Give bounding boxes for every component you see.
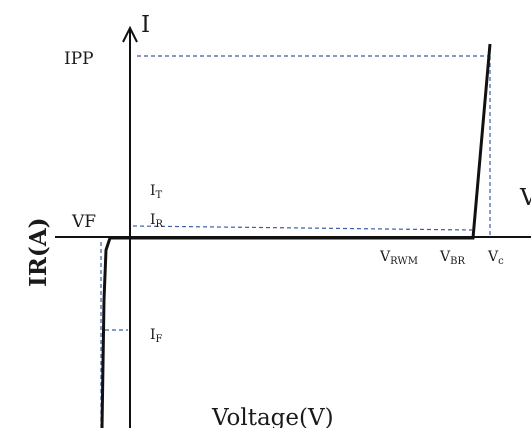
ir-label: IR [150, 212, 164, 230]
y-axis-arrowhead [122, 25, 138, 43]
forward-curve [100, 236, 130, 428]
y-axis-title: IR(A) [25, 218, 52, 287]
x-axis-title: Voltage(V) [211, 405, 334, 428]
if-label: IF [150, 327, 163, 345]
y-axis-symbol: I [141, 12, 150, 38]
it-guide-line [132, 225, 473, 231]
vrwm-label: VRWM [379, 249, 418, 267]
reverse-curve [130, 43, 492, 240]
vf-label: VF [71, 212, 96, 232]
x-axis-symbol: V [519, 185, 531, 211]
vc-label: Vc [487, 249, 504, 267]
vbr-label: VBR [439, 249, 465, 267]
it-label: IT [150, 183, 163, 201]
ipp-label: IPP [64, 49, 94, 69]
